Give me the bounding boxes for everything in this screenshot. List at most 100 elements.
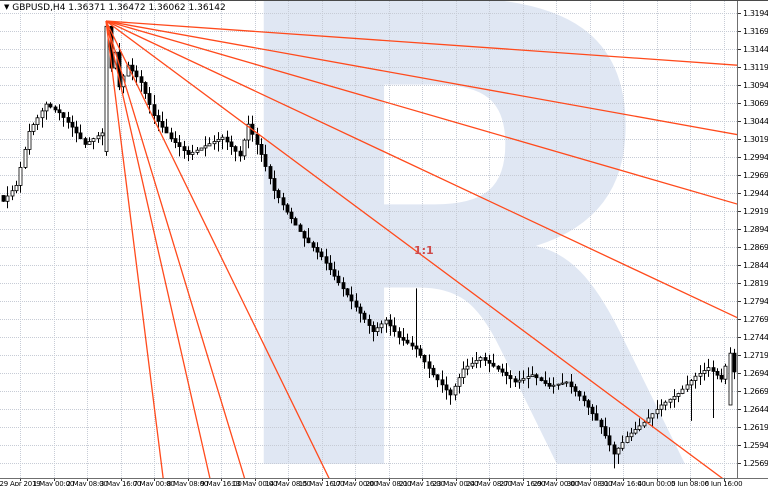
price-tick — [738, 319, 741, 320]
price-tick — [738, 31, 741, 32]
v-gridline — [321, 1, 323, 478]
v-gridline — [53, 1, 55, 478]
h-gridline — [0, 31, 737, 32]
price-label: 1.27445 — [743, 333, 768, 342]
v-gridline — [656, 1, 658, 478]
time-label: 29 May 00:00 — [533, 480, 579, 486]
h-gridline — [0, 139, 737, 140]
time-label: 27 May 16:00 — [499, 480, 546, 486]
v-gridline — [288, 1, 289, 478]
v-gridline — [455, 1, 457, 478]
time-tick — [556, 479, 557, 481]
h-gridline — [0, 265, 737, 266]
price-tick — [738, 157, 741, 158]
time-tick — [690, 479, 691, 481]
h-gridline — [0, 355, 737, 356]
time-tick — [87, 479, 88, 481]
price-label: 1.29695 — [743, 171, 768, 180]
price-label: 1.27695 — [743, 315, 768, 324]
price-label: 1.29445 — [743, 189, 768, 198]
price-axis[interactable]: 1.31945 1.31695 1.31445 1.31195 1.30945 1.306… — [737, 1, 768, 486]
price-tick — [738, 13, 741, 14]
v-gridline — [187, 1, 189, 478]
chart-canvas[interactable]: R 1:1 ▼ GBPUSD,H4 1.36371 1.36472 1.3606… — [0, 1, 737, 478]
time-label: 29 Apr 2019 — [0, 480, 41, 486]
h-gridline — [0, 229, 737, 230]
v-gridline — [422, 1, 423, 478]
time-label: 17 May 00:00 — [332, 480, 378, 486]
price-label: 1.30945 — [743, 81, 768, 90]
v-gridline — [254, 1, 256, 478]
price-label: 1.28695 — [743, 243, 768, 252]
v-gridline — [20, 1, 21, 478]
time-tick — [455, 479, 457, 481]
time-tick — [589, 479, 591, 481]
v-gridline — [120, 1, 122, 478]
price-label: 1.31695 — [743, 27, 768, 36]
v-gridline — [87, 1, 88, 478]
h-gridline — [0, 337, 737, 338]
time-tick — [321, 479, 323, 481]
h-gridline — [0, 445, 737, 446]
time-label: 30 May 08:00 — [566, 480, 613, 486]
price-label: 1.26195 — [743, 423, 768, 432]
time-tick — [623, 479, 624, 481]
h-gridline — [0, 85, 737, 86]
time-tick — [422, 479, 423, 481]
time-tick — [489, 479, 490, 481]
price-tick — [738, 445, 741, 446]
price-label: 1.28945 — [743, 225, 768, 234]
h-gridline — [0, 391, 737, 392]
price-label: 1.25945 — [743, 441, 768, 450]
symbol-ohlc-title: ▼ GBPUSD,H4 1.36371 1.36472 1.36062 1.36… — [4, 3, 226, 13]
time-tick — [120, 479, 122, 481]
v-gridline — [589, 1, 591, 478]
h-gridline — [0, 283, 737, 284]
time-label: 15 May 16:00 — [298, 480, 345, 486]
time-tick — [221, 479, 222, 481]
price-tick — [738, 67, 741, 68]
price-label: 1.29195 — [743, 207, 768, 216]
h-gridline — [0, 211, 737, 212]
time-tick — [53, 479, 55, 481]
time-tick — [723, 479, 725, 481]
time-tick — [154, 479, 155, 481]
h-gridline — [0, 373, 737, 374]
price-label: 1.27195 — [743, 351, 768, 360]
price-tick — [738, 265, 741, 266]
price-tick — [738, 247, 741, 248]
time-axis[interactable]: 29 Apr 2019 1 May 00:00 2 May 08:00 3 May 1… — [0, 478, 768, 486]
h-gridline — [0, 427, 737, 428]
time-tick — [656, 479, 658, 481]
h-gridline — [0, 247, 737, 248]
v-gridline — [388, 1, 390, 478]
v-gridline — [623, 1, 624, 478]
price-tick — [738, 409, 741, 410]
price-label: 1.25695 — [743, 459, 768, 468]
gann-ratio-label[interactable]: 1:1 — [414, 244, 434, 257]
time-label: 6 Jun 16:00 — [704, 480, 743, 486]
price-tick — [738, 49, 741, 50]
v-gridline — [355, 1, 356, 478]
price-label: 1.31445 — [743, 45, 768, 54]
price-tick — [738, 121, 741, 122]
time-label: 23 May 00:00 — [432, 480, 479, 486]
time-label: 31 May 16:00 — [600, 480, 646, 486]
time-tick — [187, 479, 189, 481]
h-gridline — [0, 67, 737, 68]
v-gridline — [690, 1, 691, 478]
price-tick — [738, 463, 741, 464]
time-label: 14 May 08:00 — [265, 480, 311, 486]
title-text: GBPUSD,H4 1.36371 1.36472 1.36062 1.3614… — [12, 3, 226, 13]
time-tick — [288, 479, 289, 481]
candles-and-gann-fan-layer[interactable] — [0, 1, 737, 478]
v-gridline — [556, 1, 557, 478]
price-tick — [738, 427, 741, 428]
h-gridline — [0, 103, 737, 104]
price-tick — [738, 283, 741, 284]
price-tick — [738, 175, 741, 176]
collapse-arrow-icon[interactable]: ▼ — [4, 3, 10, 11]
time-label: 24 May 08:00 — [466, 480, 512, 486]
h-gridline — [0, 193, 737, 194]
